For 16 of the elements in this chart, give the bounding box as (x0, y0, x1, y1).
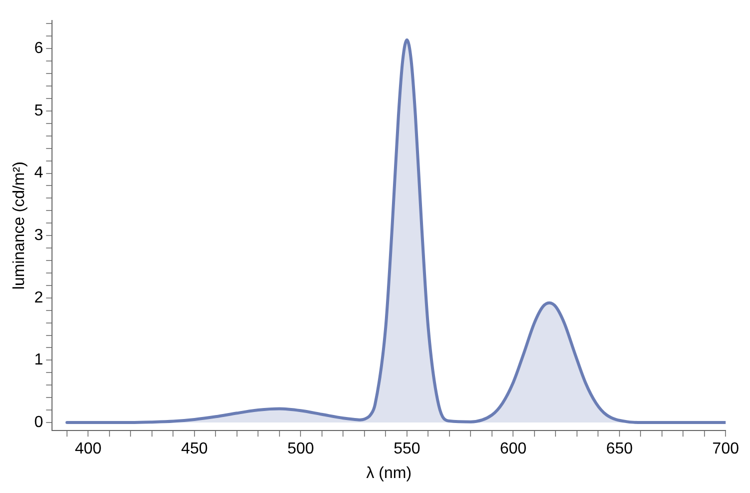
x-tick-label: 500 (287, 440, 314, 458)
y-tick-label: 3 (34, 226, 44, 244)
x-tick-label: 700 (712, 440, 740, 458)
x-axis-title: λ (nm) (366, 464, 412, 482)
x-tick-label: 550 (394, 440, 420, 458)
y-tick-label: 0 (34, 414, 44, 431)
y-tick-label: 6 (34, 40, 44, 58)
x-tick-label: 400 (74, 440, 102, 458)
y-tick-label: 5 (34, 102, 44, 120)
y-tick-label: 1 (34, 352, 44, 369)
x-tick-label: 450 (181, 440, 208, 458)
x-tick-label: 650 (606, 440, 633, 458)
x-tick-label: 600 (500, 440, 527, 458)
y-axis-title: luminance (cd/m²) (11, 162, 28, 290)
y-tick-label: 4 (34, 164, 44, 182)
y-tick-label: 2 (34, 289, 44, 306)
